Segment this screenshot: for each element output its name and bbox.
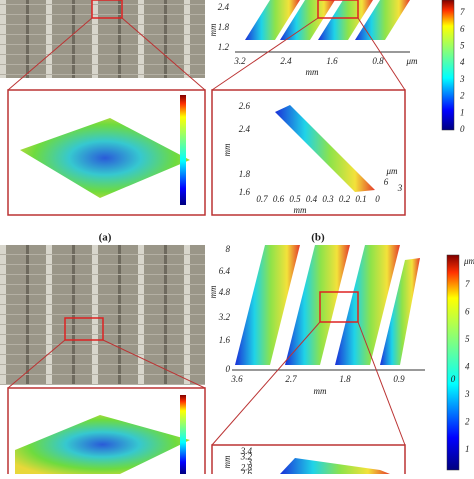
zoom-line — [102, 339, 206, 389]
axis-unit: μm — [385, 166, 398, 176]
axis-unit: μm — [405, 56, 418, 66]
y-tick-label: 2.4 — [218, 2, 230, 12]
x-tick-label: 0 — [451, 374, 456, 384]
caption: (a) — [99, 232, 112, 244]
stripe-3d — [275, 105, 375, 192]
colorbar-tick: 6 — [460, 24, 465, 34]
y-tick-label: 4.8 — [219, 287, 231, 297]
caption: (b) — [311, 232, 325, 244]
x-tick-label: 0.9 — [393, 374, 405, 384]
x-tick-label: 0.3 — [322, 194, 334, 204]
y-tick-label: 2.6 — [239, 101, 251, 111]
colorbar-tick: 3 — [464, 389, 470, 399]
colorbar-unit: μm — [463, 256, 474, 266]
y-tick-label: 6.4 — [219, 266, 231, 276]
y-tick-label: 1.6 — [239, 187, 251, 197]
inset-frame — [211, 89, 406, 216]
colorbar — [446, 254, 460, 471]
axis-unit: mm — [208, 285, 218, 298]
zoom-box — [91, 0, 123, 19]
colorbar-tick: 4 — [460, 57, 465, 67]
x-tick-label: 0.6 — [273, 194, 285, 204]
y-tick-label: 3 — [247, 457, 253, 467]
zoom-line — [357, 17, 406, 91]
axis-unit: mm — [294, 205, 307, 215]
x-tick-label: 0.8 — [372, 56, 384, 66]
x-tick-label: 3.6 — [230, 374, 243, 384]
x-tick-label: 0.7 — [256, 194, 268, 204]
y-tick-label: 1.6 — [219, 335, 231, 345]
y-tick-label: 0 — [226, 364, 231, 374]
z-tick-label: 3 — [397, 183, 403, 193]
colorbar — [441, 0, 455, 131]
colorbar-tick: 2 — [465, 417, 470, 427]
x-tick-label: 2.4 — [280, 56, 292, 66]
surface-3d — [15, 415, 190, 474]
y-tick-label: 2.6 — [241, 468, 253, 474]
zoom-line — [211, 17, 319, 91]
y-tick-label: 2.8 — [241, 463, 253, 473]
colorbar-tick: 4 — [465, 362, 470, 372]
stripes-3d — [232, 245, 425, 371]
zoom-box — [317, 0, 359, 19]
stripe-3d — [280, 458, 390, 474]
colorbar-tick: 5 — [460, 40, 465, 50]
surface-3d — [20, 118, 190, 198]
axis-unit: mm — [208, 23, 218, 36]
x-tick-label: 0.2 — [339, 194, 351, 204]
axis-unit: mm — [306, 67, 319, 77]
x-tick-label: 1.6 — [326, 56, 338, 66]
y-tick-label: 2.4 — [239, 124, 251, 134]
zoom-box — [64, 317, 104, 341]
colorbar-tick: 7 — [465, 279, 470, 289]
zoom-line — [7, 339, 66, 389]
axis-unit: mm — [222, 455, 232, 468]
x-tick-label: 0.1 — [355, 194, 366, 204]
colorbar-tick: 1 — [460, 107, 465, 117]
zoom-line — [357, 321, 406, 446]
x-tick-label: 0.5 — [289, 194, 301, 204]
axis-unit: mm — [314, 386, 327, 396]
colorbar-tick: 1 — [465, 444, 470, 454]
colorbar-tick: 5 — [465, 334, 470, 344]
x-tick-label: 0.4 — [306, 194, 318, 204]
colorbar-tick: 6 — [465, 307, 470, 317]
zoom-line — [121, 17, 206, 91]
y-tick-label: 3.4 — [240, 446, 253, 456]
inset-colorbar — [180, 95, 186, 205]
z-tick-label: 6 — [384, 177, 389, 187]
y-tick-label: 1.2 — [218, 42, 230, 52]
y-tick-label: 8 — [226, 244, 231, 254]
colorbar-tick: 2 — [460, 91, 465, 101]
y-tick-label: 1.8 — [218, 22, 230, 32]
x-tick-label: 2.7 — [285, 374, 297, 384]
y-tick-label: 3.2 — [240, 452, 253, 462]
axis-unit: mm — [222, 143, 232, 156]
zoom-line — [211, 321, 321, 446]
zoom-line — [7, 17, 93, 91]
stripes-3d — [235, 0, 410, 53]
x-tick-label: 0 — [375, 194, 380, 204]
colorbar-tick: 7 — [460, 7, 465, 17]
x-tick-label: 3.2 — [233, 56, 246, 66]
colorbar-tick: 3 — [459, 74, 465, 84]
inset-colorbar — [180, 395, 186, 474]
colorbar-tick: 0 — [460, 124, 465, 134]
y-tick-label: 3.2 — [218, 312, 231, 322]
micrograph — [0, 245, 205, 385]
x-tick-label: 1.8 — [339, 374, 351, 384]
micrograph — [0, 0, 205, 78]
y-tick-label: 1.8 — [239, 169, 251, 179]
zoom-box — [319, 291, 359, 323]
